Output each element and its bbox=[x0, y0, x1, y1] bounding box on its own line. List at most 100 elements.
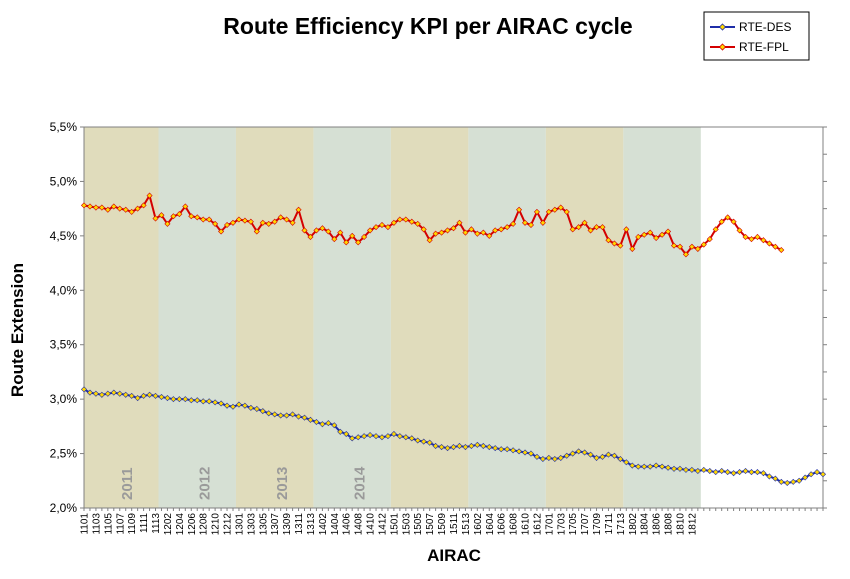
data-point-rte-des bbox=[700, 466, 707, 473]
data-point-rte-fpl bbox=[408, 218, 415, 225]
y-axis: 2,0% 2,5% 3,0% 3,5% 4,0% 4,5% 5,0% 5,5% bbox=[50, 120, 827, 515]
x-tick-label: 1101 bbox=[80, 513, 91, 535]
legend-item-rte-des: RTE-DES bbox=[710, 20, 791, 34]
data-point-rte-des bbox=[766, 473, 773, 480]
data-point-rte-des bbox=[247, 404, 254, 411]
x-tick-label: 1612 bbox=[532, 513, 543, 536]
y-axis-title: Route Extension bbox=[8, 263, 27, 397]
data-point-rte-des bbox=[611, 452, 618, 459]
data-point-rte-des bbox=[521, 449, 529, 456]
data-point-rte-des bbox=[784, 479, 791, 486]
data-point-rte-fpl bbox=[200, 216, 207, 223]
legend-box bbox=[703, 11, 810, 61]
x-tick-label: 1608 bbox=[509, 513, 520, 536]
data-point-rte-fpl bbox=[456, 219, 463, 226]
x-tick-label: 1408 bbox=[354, 513, 365, 536]
x-tick-label: 1701 bbox=[544, 513, 555, 536]
data-point-rte-fpl bbox=[176, 211, 183, 218]
data-point-rte-fpl bbox=[629, 245, 636, 252]
data-point-rte-des bbox=[659, 463, 666, 470]
data-point-rte-des bbox=[456, 442, 463, 449]
data-point-rte-fpl bbox=[265, 220, 272, 227]
data-point-rte-des bbox=[319, 421, 326, 428]
x-tick-label: 1406 bbox=[342, 513, 353, 536]
data-point-rte-fpl bbox=[510, 220, 517, 227]
x-tick-label: 1705 bbox=[568, 513, 579, 536]
data-point-rte-des bbox=[301, 414, 308, 421]
x-tick-label: 1806 bbox=[652, 513, 663, 536]
year-band bbox=[468, 127, 546, 508]
data-point-rte-fpl bbox=[367, 227, 374, 234]
data-point-rte-des bbox=[206, 398, 213, 405]
data-point-rte-fpl bbox=[110, 203, 117, 210]
data-point-rte-des bbox=[265, 410, 272, 417]
series-line-rte-fpl bbox=[83, 194, 782, 256]
data-point-rte-fpl bbox=[337, 229, 344, 236]
data-point-rte-des bbox=[92, 390, 99, 397]
data-point-rte-des bbox=[182, 396, 189, 403]
data-point-rte-des bbox=[587, 451, 594, 458]
data-point-rte-des bbox=[349, 435, 356, 442]
data-point-rte-des bbox=[551, 455, 558, 463]
data-point-rte-des bbox=[307, 416, 314, 423]
data-point-rte-des bbox=[241, 402, 248, 409]
data-point-rte-fpl bbox=[551, 206, 558, 213]
data-point-rte-fpl bbox=[653, 235, 660, 242]
data-point-rte-fpl bbox=[253, 228, 260, 235]
data-point-rte-fpl bbox=[587, 227, 594, 234]
data-point-rte-fpl bbox=[623, 226, 630, 233]
data-point-rte-des bbox=[545, 454, 552, 461]
data-point-rte-fpl bbox=[384, 224, 391, 231]
data-point-rte-fpl bbox=[635, 233, 642, 240]
x-tick-label: 1309 bbox=[282, 513, 293, 536]
year-band bbox=[545, 127, 624, 508]
data-point-rte-des bbox=[122, 391, 129, 398]
data-point-rte-fpl bbox=[676, 243, 683, 250]
legend-label-rte-fpl: RTE-FPL bbox=[739, 40, 789, 54]
data-point-rte-des bbox=[152, 392, 159, 399]
y-tick-label: 5,5% bbox=[50, 120, 78, 134]
data-point-rte-des bbox=[808, 471, 815, 478]
x-tick-label: 1511 bbox=[449, 513, 460, 535]
data-point-rte-des bbox=[86, 389, 93, 396]
data-point-rte-des bbox=[253, 405, 260, 412]
data-point-rte-fpl bbox=[718, 218, 725, 225]
data-point-rte-des bbox=[325, 420, 332, 427]
data-point-rte-fpl bbox=[444, 227, 451, 234]
data-point-rte-fpl bbox=[355, 239, 362, 246]
data-point-rte-des bbox=[617, 455, 624, 463]
data-point-rte-des bbox=[468, 442, 475, 449]
data-point-rte-des bbox=[378, 434, 386, 441]
data-point-rte-fpl bbox=[563, 208, 570, 215]
data-point-rte-des bbox=[402, 434, 409, 441]
data-point-rte-fpl bbox=[659, 231, 666, 238]
year-band-label: 2012 bbox=[196, 467, 213, 500]
data-point-rte-fpl bbox=[688, 243, 695, 250]
year-bands: 2011 2012 2013 2014 bbox=[84, 127, 701, 508]
data-point-rte-fpl bbox=[140, 202, 147, 209]
data-point-rte-des bbox=[635, 463, 642, 470]
x-tick-label: 1804 bbox=[640, 513, 651, 536]
data-point-rte-des bbox=[569, 450, 576, 457]
data-point-rte-fpl bbox=[194, 214, 201, 221]
data-point-rte-des bbox=[480, 442, 487, 449]
data-point-rte-des bbox=[200, 398, 207, 405]
data-point-rte-des bbox=[164, 395, 171, 402]
data-point-rte-fpl bbox=[307, 233, 314, 240]
data-point-rte-des bbox=[194, 397, 201, 404]
data-point-rte-fpl bbox=[158, 212, 165, 219]
data-point-rte-des bbox=[730, 470, 737, 477]
data-point-rte-des bbox=[736, 469, 743, 476]
data-point-rte-des bbox=[814, 469, 821, 476]
data-point-rte-des bbox=[563, 452, 570, 459]
data-point-rte-fpl bbox=[778, 246, 785, 254]
data-point-rte-fpl bbox=[468, 226, 475, 233]
x-tick-label: 1503 bbox=[401, 513, 412, 536]
data-point-rte-fpl bbox=[134, 205, 141, 212]
data-point-rte-des bbox=[712, 469, 719, 476]
data-point-rte-des bbox=[426, 439, 433, 446]
year-band bbox=[158, 127, 236, 508]
data-point-rte-des bbox=[98, 391, 105, 398]
data-point-rte-des bbox=[372, 433, 380, 440]
data-point-rte-des bbox=[212, 399, 219, 406]
